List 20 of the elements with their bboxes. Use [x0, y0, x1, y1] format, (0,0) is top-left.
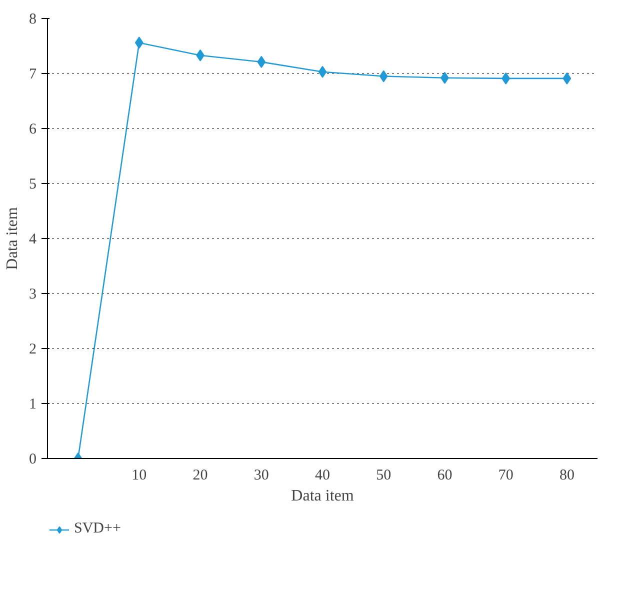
legend-label: SVD++ [74, 520, 121, 538]
y-tick-label: 1 [29, 396, 36, 412]
y-tick-label: 2 [29, 342, 36, 358]
x-tick-label: 10 [132, 468, 147, 484]
y-tick-label: 8 [29, 12, 36, 28]
x-tick-label: 20 [192, 468, 208, 484]
y-axis-title: Data item [4, 206, 21, 270]
x-tick-label: 80 [559, 468, 574, 484]
x-axis-title: Data item [291, 488, 354, 504]
y-tick-label: 6 [29, 122, 37, 138]
y-tick-label: 7 [29, 66, 37, 82]
x-tick-label: 60 [437, 468, 452, 484]
y-tick-label: 3 [29, 286, 36, 302]
y-tick-label: 0 [29, 452, 36, 468]
x-tick-label: 50 [376, 468, 392, 484]
x-tick-label: 40 [315, 468, 330, 484]
y-tick-label: 4 [29, 232, 37, 248]
x-tick-label: 70 [498, 468, 514, 484]
x-tick-label: 30 [254, 468, 269, 484]
y-tick-label: 5 [29, 176, 36, 192]
